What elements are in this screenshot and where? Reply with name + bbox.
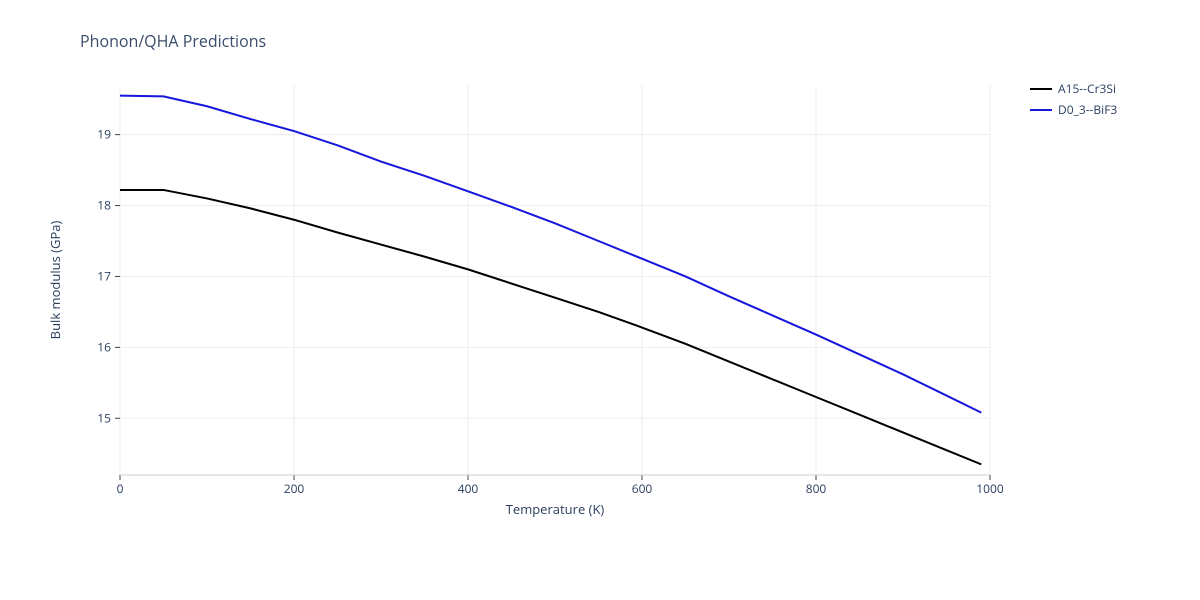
x-tick-label: 200 bbox=[284, 480, 305, 497]
legend-label: D0_3--BiF3 bbox=[1058, 101, 1117, 118]
plot-svg: 020040060080010001516171819Temperature (… bbox=[80, 80, 1000, 520]
x-axis-label: Temperature (K) bbox=[506, 500, 605, 518]
chart-container: Phonon/QHA Predictions 0 200 400 600 800 1000… bbox=[0, 0, 1200, 600]
y-tick-label: 16 bbox=[97, 338, 111, 355]
chart-title: Phonon/QHA Predictions bbox=[80, 30, 266, 52]
x-tick-label: 800 bbox=[806, 480, 827, 497]
y-tick-label: 19 bbox=[97, 126, 111, 143]
legend-item[interactable]: A15--Cr3Si bbox=[1030, 80, 1117, 97]
legend-item[interactable]: D0_3--BiF3 bbox=[1030, 101, 1117, 118]
y-tick-label: 18 bbox=[97, 197, 111, 214]
y-axis-label: Bulk modulus (GPa) bbox=[46, 221, 64, 340]
series-line[interactable] bbox=[120, 96, 981, 413]
x-tick-label: 400 bbox=[458, 480, 479, 497]
legend-swatch bbox=[1030, 88, 1052, 90]
y-tick-label: 15 bbox=[97, 409, 111, 426]
legend: A15--Cr3Si D0_3--BiF3 bbox=[1030, 80, 1117, 122]
legend-swatch bbox=[1030, 109, 1052, 111]
series-line[interactable] bbox=[120, 190, 981, 464]
x-tick-label: 0 bbox=[117, 480, 124, 497]
x-tick-label: 1000 bbox=[976, 480, 1004, 497]
legend-label: A15--Cr3Si bbox=[1058, 80, 1116, 97]
x-tick-label: 600 bbox=[632, 480, 653, 497]
y-tick-label: 17 bbox=[97, 267, 111, 284]
plot-area[interactable]: 020040060080010001516171819Temperature (… bbox=[80, 80, 1000, 520]
